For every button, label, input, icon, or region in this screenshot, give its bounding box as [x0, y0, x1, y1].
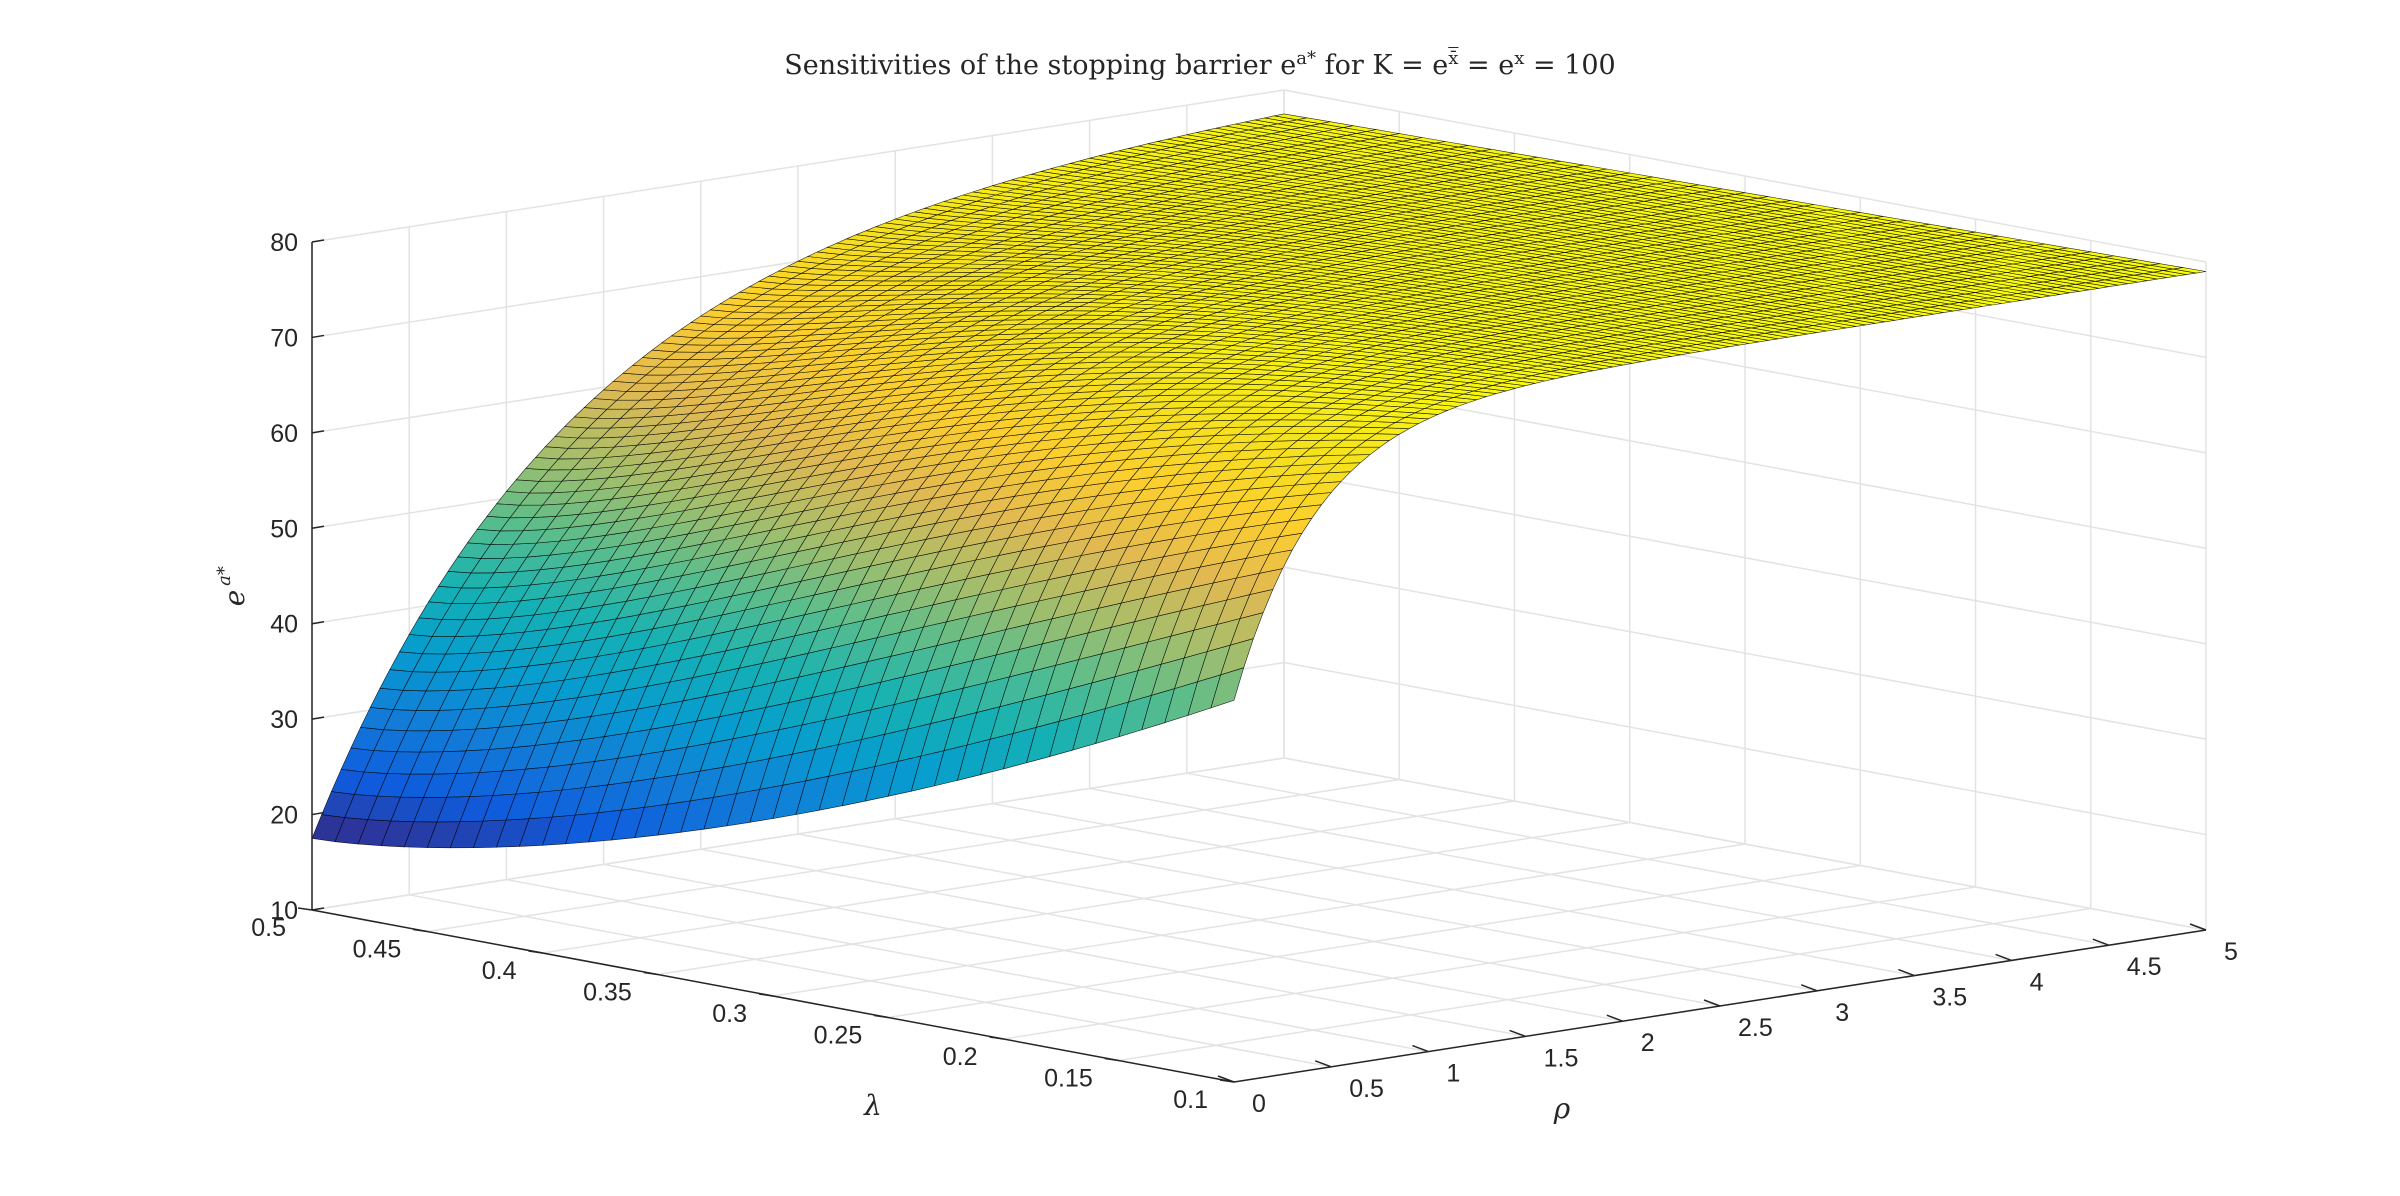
y-tick-label: 2.5: [1738, 1014, 1773, 1042]
floor-gridline: [1118, 907, 2091, 1062]
z-axis-label-sup: a*: [214, 566, 235, 586]
z-tick-label: 30: [270, 706, 298, 734]
z-tick: [311, 430, 325, 434]
x-tick-label: 0.5: [251, 914, 286, 942]
z-tick: [311, 334, 325, 339]
y-tick: [1898, 968, 1915, 977]
y-tick-label: 4.5: [2127, 953, 2162, 981]
y-tick: [1217, 1075, 1235, 1083]
x-tick-label: 0.25: [814, 1022, 863, 1050]
y-tick: [1703, 999, 1721, 1007]
floor-gridline: [542, 800, 1515, 954]
y-tick-label: 0: [1252, 1090, 1266, 1118]
z-tick-label: 80: [270, 229, 298, 257]
x-tick-label: 0.45: [353, 936, 402, 964]
x-tick-label: 0.35: [583, 979, 632, 1007]
y-tick: [1314, 1060, 1332, 1068]
y-tick: [1606, 1014, 1624, 1022]
x-tick: [758, 993, 774, 997]
z-tick-label: 60: [270, 420, 298, 448]
x-tick: [643, 971, 658, 976]
x-tick: [413, 928, 428, 933]
floor-gridline: [427, 778, 1400, 933]
y-tick: [1509, 1029, 1526, 1038]
z-tick-label: 20: [270, 802, 298, 830]
y-tick: [1995, 953, 2012, 962]
x-tick-label: 0.15: [1044, 1065, 1093, 1093]
x-tick-label: 0.3: [712, 1000, 747, 1028]
floor-gridline: [657, 821, 1630, 976]
y-tick-label: 3.5: [1932, 984, 1967, 1012]
x-tick-label: 0.1: [1173, 1086, 1208, 1114]
floor-gridline: [772, 843, 1746, 997]
x-tick-label: 0.2: [943, 1043, 978, 1071]
z-tick: [311, 811, 325, 816]
z-axis-label: e a*: [214, 566, 251, 606]
x-tick: [528, 950, 543, 954]
y-tick-label: 1.5: [1544, 1044, 1579, 1072]
axis-layer: 10203040506070800.10.150.20.250.30.350.4…: [251, 229, 2238, 1118]
floor-gridline: [888, 864, 1861, 1019]
x-tick-label: 0.4: [482, 957, 517, 985]
z-tick: [311, 620, 325, 625]
z-tick-label: 50: [270, 515, 298, 543]
x-tick: [874, 1014, 889, 1019]
floor-gridline: [311, 757, 1285, 911]
y-tick-label: 1: [1446, 1060, 1460, 1088]
z-tick-label: 10: [270, 897, 298, 925]
z-axis-label-base: e: [218, 590, 251, 607]
y-tick-label: 2: [1641, 1029, 1655, 1057]
z-tick: [311, 716, 325, 720]
x-tick: [1104, 1057, 1119, 1062]
y-tick-label: 4: [2030, 968, 2044, 996]
y-tick-label: 5: [2224, 938, 2238, 966]
y-tick-label: 3: [1835, 999, 1849, 1027]
chart-title: Sensitivities of the stopping barrier ea…: [784, 48, 1616, 81]
surface-patch: [2173, 267, 2207, 274]
z-tick-label: 40: [270, 611, 298, 639]
z-tick: [311, 239, 325, 243]
z-tick: [311, 907, 325, 911]
y-tick-label: 0.5: [1349, 1075, 1384, 1103]
x-tick: [989, 1036, 1004, 1040]
y-tick: [2189, 923, 2207, 931]
x-tick: [297, 907, 313, 911]
y-tick: [1800, 984, 1818, 992]
x-axis-label: λ: [863, 1089, 882, 1122]
z-tick-label: 70: [270, 324, 298, 352]
y-axis-label: ρ: [1553, 1092, 1571, 1125]
y-tick: [2092, 938, 2110, 946]
floor-gridline: [1003, 886, 1976, 1040]
z-tick: [311, 525, 325, 530]
y-tick: [1412, 1044, 1429, 1053]
surface-layer: [311, 113, 2207, 849]
